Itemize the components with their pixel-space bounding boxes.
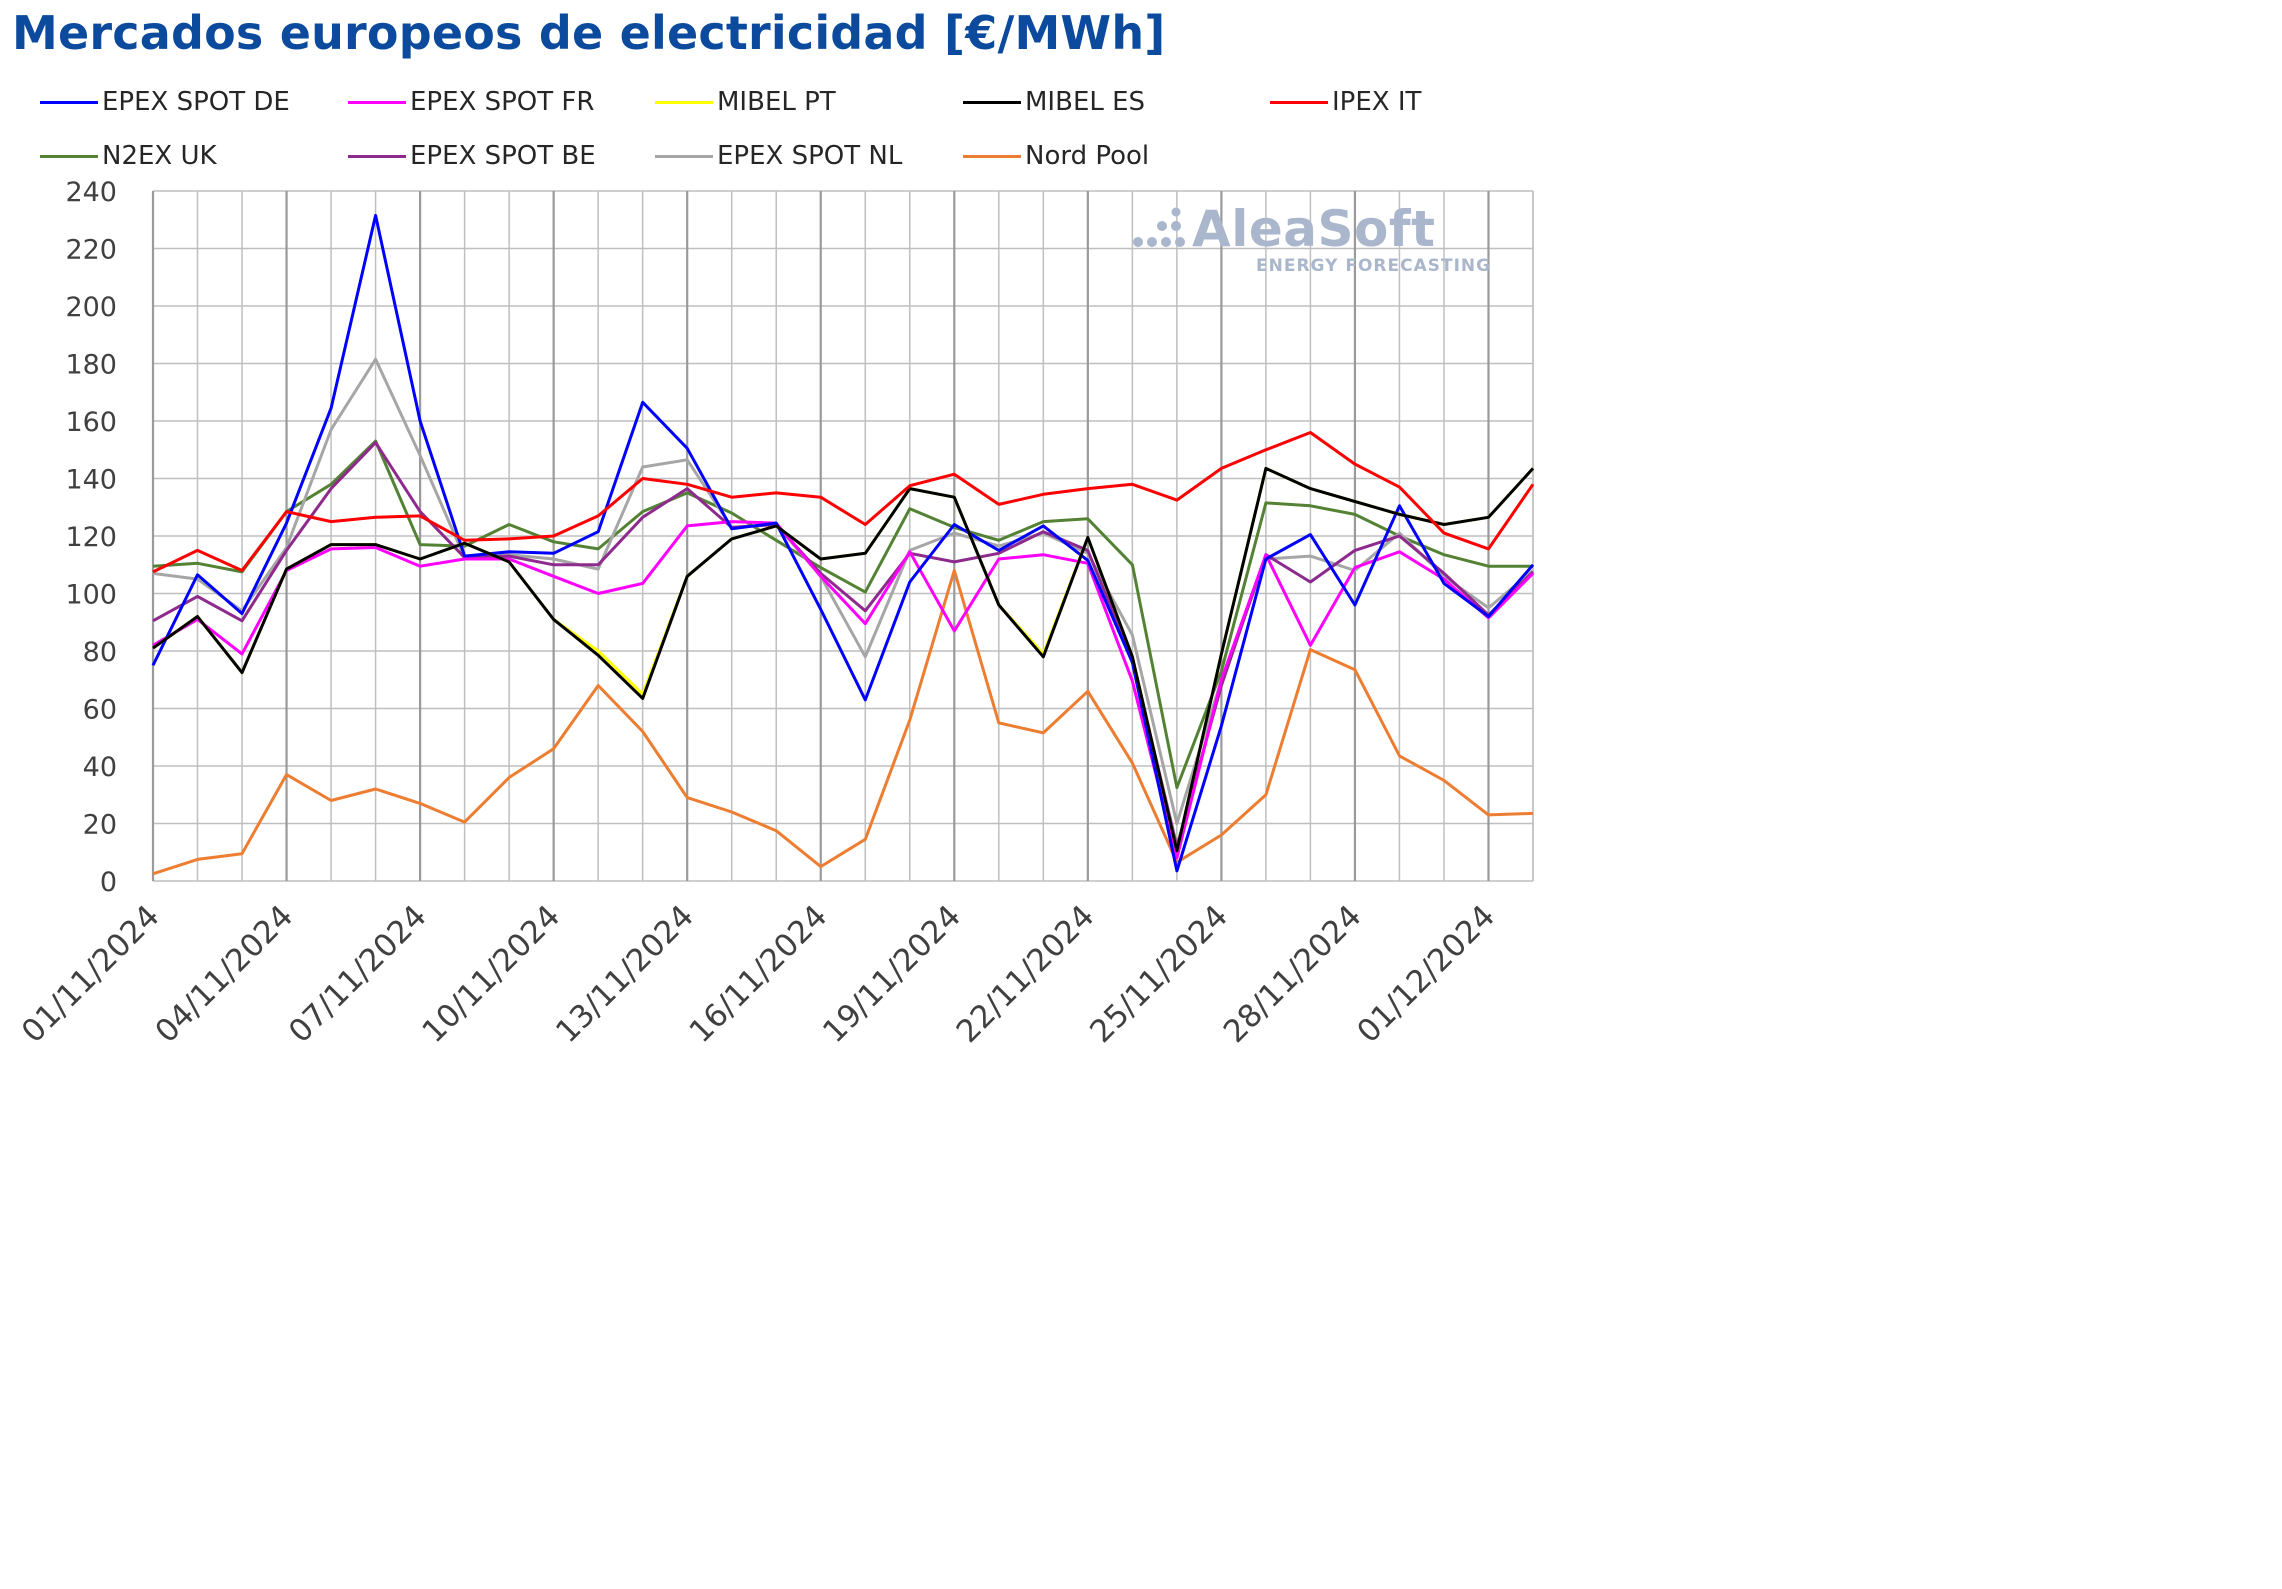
- legend-label: N2EX UK: [102, 141, 217, 171]
- legend-swatch: [40, 100, 98, 104]
- x-tick-label: 25/11/2024: [1083, 898, 1235, 1050]
- legend-label: EPEX SPOT BE: [410, 141, 596, 171]
- series-line-epex-spot-de: [151, 213, 1535, 873]
- legend-item-epex-spot-be: EPEX SPOT BE: [348, 136, 596, 176]
- x-tick-label: 01/12/2024: [1350, 898, 1502, 1050]
- series-line-mibel-es: [152, 466, 1535, 853]
- legend-label: MIBEL ES: [1025, 87, 1146, 117]
- x-tick-label: 28/11/2024: [1217, 898, 1369, 1050]
- legend-label: Nord Pool: [1025, 141, 1150, 171]
- x-tick-label: 16/11/2024: [683, 898, 835, 1050]
- legend-item-ipex-it: IPEX IT: [1270, 82, 1421, 122]
- y-tick-label: 120: [65, 522, 117, 553]
- logo-dots-icon: [1133, 207, 1185, 247]
- x-axis-ticks: 01/11/202404/11/202407/11/202410/11/2024…: [15, 898, 1502, 1050]
- line-chart: 0 20 40 60 80 100 120 140 160 180 200 220 240 01/11/…: [15, 177, 1535, 1050]
- logo-name: AleaSoft: [1192, 200, 1436, 258]
- legend-swatch: [963, 100, 1021, 104]
- legend-label: EPEX SPOT DE: [102, 87, 290, 117]
- y-axis-ticks: 0 20 40 60 80 100 120 140 160 180 200 220 240: [65, 177, 117, 898]
- legend-item-mibel-pt: MIBEL PT: [655, 82, 836, 122]
- chart-title: Mercados europeos de electricidad [€/MWh…: [12, 6, 1166, 60]
- y-tick-label: 40: [83, 752, 117, 783]
- grid-lines: [151, 190, 1534, 882]
- y-tick-label: 80: [83, 637, 117, 668]
- legend-item-n2ex-uk: N2EX UK: [40, 136, 217, 176]
- legend-swatch: [40, 154, 98, 158]
- series-line-n2ex-uk: [152, 439, 1533, 790]
- legend-item-epex-spot-nl: EPEX SPOT NL: [655, 136, 902, 176]
- series-line-epex-spot-fr: [152, 520, 1535, 860]
- series-line-epex-spot-be: [152, 441, 1535, 848]
- y-tick-label: 140: [65, 465, 117, 496]
- y-tick-label: 0: [100, 867, 117, 898]
- y-tick-label: 20: [83, 810, 117, 841]
- y-tick-label: 60: [83, 695, 117, 726]
- legend: EPEX SPOT DE EPEX SPOT FR MIBEL PT MIBEL…: [40, 82, 1560, 192]
- legend-item-nord-pool: Nord Pool: [963, 136, 1149, 176]
- y-tick-label: 160: [65, 407, 117, 438]
- x-tick-label: 13/11/2024: [549, 898, 701, 1050]
- legend-swatch: [655, 154, 713, 158]
- y-tick-label: 200: [65, 292, 117, 323]
- legend-swatch: [655, 100, 713, 104]
- legend-label: MIBEL PT: [717, 87, 836, 117]
- legend-label: EPEX SPOT FR: [410, 87, 595, 117]
- logo-tagline: ENERGY FORECASTING: [1256, 256, 1492, 276]
- y-tick-label: 100: [65, 580, 117, 611]
- x-tick-label: 07/11/2024: [282, 898, 434, 1050]
- series-line-ipex-it: [152, 431, 1535, 574]
- legend-swatch: [963, 154, 1021, 158]
- y-tick-label: 220: [65, 235, 117, 266]
- series-lines: [151, 213, 1535, 876]
- x-tick-label: 04/11/2024: [148, 898, 300, 1050]
- legend-swatch: [348, 100, 406, 104]
- x-tick-label: 22/11/2024: [950, 898, 1102, 1050]
- legend-item-mibel-es: MIBEL ES: [963, 82, 1145, 122]
- x-tick-label: 10/11/2024: [415, 898, 567, 1050]
- series-line-nord-pool: [152, 569, 1534, 876]
- legend-item-epex-spot-de: EPEX SPOT DE: [40, 82, 290, 122]
- y-tick-label: 240: [65, 177, 117, 208]
- y-tick-label: 180: [65, 350, 117, 381]
- x-tick-label: 01/11/2024: [15, 898, 167, 1050]
- legend-swatch: [348, 154, 406, 158]
- x-tick-label: 19/11/2024: [816, 898, 968, 1050]
- legend-label: EPEX SPOT NL: [717, 141, 903, 171]
- series-line-epex-spot-nl: [152, 357, 1534, 825]
- legend-item-epex-spot-fr: EPEX SPOT FR: [348, 82, 594, 122]
- legend-swatch: [1270, 100, 1328, 104]
- aleasoft-logo: AleaSoft ENERGY FORECASTING: [1132, 200, 1522, 284]
- legend-label: IPEX IT: [1332, 87, 1422, 117]
